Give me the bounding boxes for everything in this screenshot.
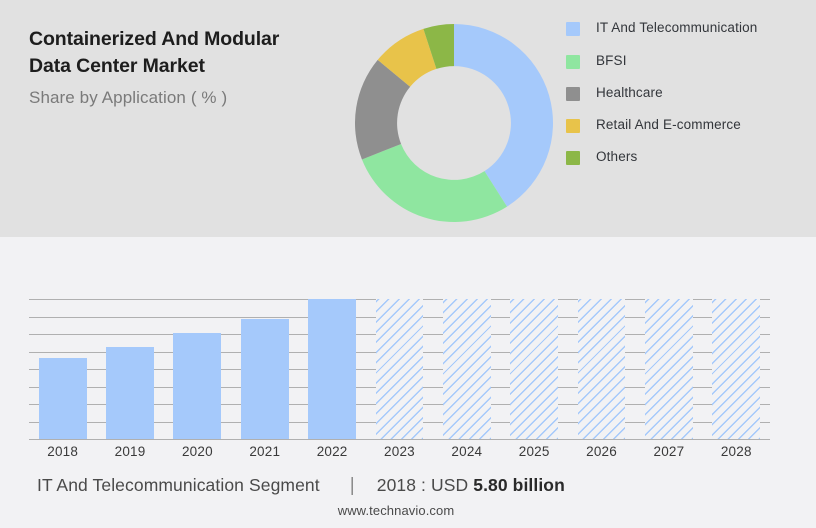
x-axis-label-2026: 2026: [586, 444, 617, 459]
legend-swatch-icon-it: [566, 22, 580, 36]
footer-caption-row: IT And Telecommunication Segment | 2018 …: [0, 475, 816, 497]
legend-swatch-icon-others: [566, 151, 580, 165]
page-title-line-2: Data Center Market: [29, 55, 205, 77]
footer-value: 5.80 billion: [473, 475, 565, 495]
x-axis-label-2023: 2023: [384, 444, 415, 459]
footer-segment-label: IT And Telecommunication Segment: [37, 475, 320, 495]
donut-chart-svg: [355, 24, 553, 222]
legend-swatch-icon-bfsi: [566, 55, 580, 69]
bar-chart: [29, 299, 770, 440]
forecast-bar-2025[interactable]: [510, 299, 559, 439]
page-subtitle: Share by Application ( % ): [29, 88, 228, 107]
forecast-bar-2026[interactable]: [577, 299, 626, 439]
forecast-bar-2028[interactable]: [712, 299, 761, 439]
forecast-bar-2023[interactable]: [375, 299, 424, 439]
x-axis-label-2028: 2028: [720, 444, 752, 459]
x-axis-label-2027: 2027: [653, 444, 685, 459]
legend-item-healthcare[interactable]: Healthcare: [566, 84, 808, 103]
bar-column-2018: [29, 299, 96, 439]
bar-2020[interactable]: [173, 332, 222, 439]
bar-column-2024: [433, 299, 500, 439]
bar-column-2021: [231, 299, 298, 439]
donut-slice-it-and-telecommunication[interactable]: [454, 24, 553, 207]
bar-column-2019: [96, 299, 163, 439]
legend-swatch-icon-retail: [566, 119, 580, 133]
legend-label-others: Others: [596, 149, 638, 164]
x-axis-label-2019: 2019: [114, 444, 146, 459]
x-axis-label-2020: 2020: [181, 444, 213, 459]
bar-column-2028: [703, 299, 770, 439]
forecast-bar-2024[interactable]: [442, 299, 491, 439]
legend-item-it-and-telecommunication[interactable]: IT And Telecommunication: [566, 19, 808, 38]
footer-website: www.technavio.com: [337, 503, 455, 518]
x-axis-label-2025: 2025: [518, 444, 550, 459]
page-title-line-1: Containerized And Modular: [29, 28, 280, 50]
footer-divider: |: [349, 475, 355, 496]
chart-legend: IT And Telecommunication BFSI Healthcare…: [566, 19, 808, 180]
bar-2022[interactable]: [308, 299, 357, 439]
legend-item-others[interactable]: Others: [566, 148, 808, 167]
x-axis-label-2018: 2018: [47, 444, 79, 459]
donut-slice-retail-and-e-commerce[interactable]: [377, 28, 437, 87]
bar-chart-columns: [29, 299, 770, 439]
legend-swatch-icon-healthcare: [566, 87, 580, 101]
bar-column-2026: [568, 299, 635, 439]
legend-label-healthcare: Healthcare: [596, 85, 663, 100]
legend-item-retail-and-ecommerce[interactable]: Retail And E-commerce: [566, 116, 808, 135]
footer: IT And Telecommunication Segment | 2018 …: [0, 475, 816, 518]
bar-2018[interactable]: [38, 357, 87, 439]
legend-label-bfsi: BFSI: [596, 53, 627, 68]
bar-column-2027: [635, 299, 702, 439]
x-axis-label-2021: 2021: [249, 444, 281, 459]
x-axis-label-2022: 2022: [316, 444, 348, 459]
bar-column-2022: [298, 299, 365, 439]
donut-chart: [355, 24, 553, 222]
footer-value-prefix: 2018 : USD: [376, 475, 469, 495]
donut-slice-healthcare[interactable]: [355, 59, 411, 160]
bar-column-2020: [164, 299, 231, 439]
title-block: Containerized And Modular Data Center Ma…: [29, 26, 359, 109]
bar-column-2025: [501, 299, 568, 439]
bar-column-2023: [366, 299, 433, 439]
x-axis-label-2024: 2024: [451, 444, 483, 459]
bar-chart-x-axis-labels: 2018 2019 2020 2021 2022 2023 2024 2025 2026 2027…: [29, 444, 770, 459]
header-band: Containerized And Modular Data Center Ma…: [0, 0, 816, 237]
legend-label-it: IT And Telecommunication: [596, 20, 758, 35]
bar-2021[interactable]: [240, 318, 289, 439]
donut-slice-group: [355, 24, 553, 222]
legend-item-bfsi[interactable]: BFSI: [566, 52, 808, 71]
donut-slice-bfsi[interactable]: [361, 143, 508, 222]
legend-label-retail: Retail And E-commerce: [596, 117, 741, 132]
bar-chart-axis-line: [29, 439, 770, 440]
bar-2019[interactable]: [106, 346, 154, 439]
donut-slice-others[interactable]: [423, 24, 454, 69]
forecast-bar-2027[interactable]: [645, 299, 693, 439]
